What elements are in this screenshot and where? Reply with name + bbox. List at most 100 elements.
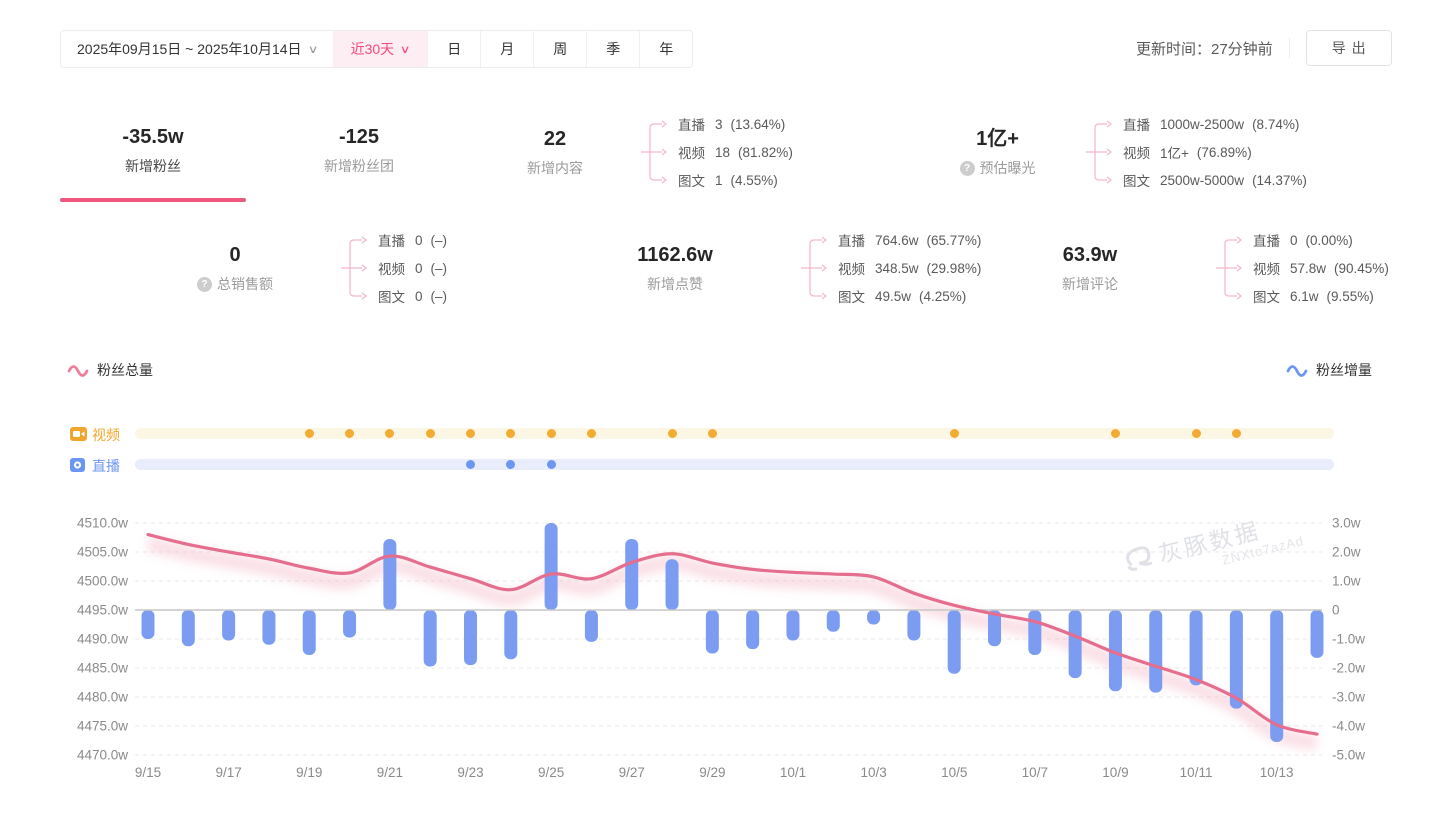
- svg-text:10/1: 10/1: [780, 765, 806, 780]
- stat-card-estimated-exposure[interactable]: 1亿+ ? 预估曝光 直播 1000w-2500w (8.74%) 视频 1亿+ (76…: [920, 106, 1307, 198]
- video-marker-dot[interactable]: [1191, 429, 1201, 438]
- svg-text:1.0w: 1.0w: [1332, 574, 1361, 589]
- video-marker-dot[interactable]: [506, 429, 516, 438]
- video-marker-dot[interactable]: [1110, 429, 1120, 438]
- svg-text:9/25: 9/25: [538, 765, 564, 780]
- quick-range-label: 近30天: [350, 41, 395, 57]
- svg-text:10/13: 10/13: [1260, 765, 1294, 780]
- live-marker-dot[interactable]: [465, 460, 475, 469]
- stat-label: 新增粉丝团: [324, 158, 394, 174]
- live-marker-dot[interactable]: [506, 460, 516, 469]
- svg-text:-5.0w: -5.0w: [1332, 748, 1365, 763]
- tab-month[interactable]: 月: [480, 31, 533, 67]
- svg-text:9/17: 9/17: [215, 765, 241, 780]
- svg-text:9/15: 9/15: [135, 765, 161, 780]
- live-marker-track: [135, 459, 1334, 470]
- live-marker-dot[interactable]: [546, 460, 556, 469]
- video-row-label: 视频: [92, 427, 120, 443]
- tab-year[interactable]: 年: [639, 31, 692, 67]
- video-marker-dot[interactable]: [385, 429, 395, 438]
- svg-text:4470.0w: 4470.0w: [77, 748, 128, 763]
- breakdown-row: 直播 764.6w (65.77%): [838, 232, 982, 250]
- stat-card-new-content[interactable]: 22 新增内容 直播 3 (13.64%) 视频 18 (81.82%) 图文 1 (4.5…: [480, 106, 793, 198]
- help-icon[interactable]: ?: [197, 276, 212, 292]
- stat-value: 1亿+: [976, 128, 1019, 150]
- video-marker-dot[interactable]: [1231, 429, 1241, 438]
- svg-text:10/7: 10/7: [1022, 765, 1048, 780]
- export-button[interactable]: 导出: [1305, 30, 1392, 66]
- video-marker-dot[interactable]: [586, 429, 596, 438]
- svg-text:4510.0w: 4510.0w: [77, 516, 128, 531]
- fans-chart-canvas[interactable]: 4510.0w 4505.0w 4500.0w 4495.0w 4490.0w 4485.…: [0, 500, 1432, 810]
- legend-label: 粉丝总量: [97, 362, 153, 378]
- tab-day[interactable]: 日: [427, 31, 480, 67]
- stat-card-new-fans[interactable]: -35.5w 新增粉丝: [60, 108, 246, 192]
- svg-text:4505.0w: 4505.0w: [77, 545, 128, 560]
- breakdown-row: 图文 2500w-5000w (14.37%): [1123, 172, 1307, 190]
- divider: [1288, 38, 1290, 58]
- breakdown-connector-icon: [1086, 120, 1112, 184]
- svg-text:-4.0w: -4.0w: [1332, 719, 1365, 734]
- stat-card-total-sales[interactable]: 0 ? 总销售额 直播 0 (–) 视频 0 (–) 图文 0 (–): [140, 222, 447, 314]
- date-range-text: 2025年09月15日 ~ 2025年10月14日: [77, 41, 302, 57]
- stat-label: 新增评论: [1062, 276, 1118, 292]
- stat-card-new-fan-club[interactable]: -125 新增粉丝团: [266, 108, 452, 192]
- video-marker-dot[interactable]: [345, 429, 355, 438]
- svg-text:4490.0w: 4490.0w: [77, 632, 128, 647]
- svg-text:10/11: 10/11: [1180, 765, 1213, 780]
- video-marker-row: 视频: [0, 426, 1432, 443]
- svg-text:2.0w: 2.0w: [1332, 545, 1361, 560]
- breakdown-row: 直播 0 (–): [378, 232, 448, 250]
- date-range-selector[interactable]: 2025年09月15日 ~ 2025年10月14日 ∨: [61, 31, 333, 67]
- video-marker-dot[interactable]: [546, 429, 556, 438]
- stat-label: 新增点赞: [647, 276, 703, 292]
- svg-text:4475.0w: 4475.0w: [77, 719, 128, 734]
- breakdown-connector-icon: [801, 236, 827, 300]
- tab-week[interactable]: 周: [533, 31, 586, 67]
- svg-text:10/3: 10/3: [860, 765, 886, 780]
- active-card-indicator: [60, 198, 246, 202]
- video-marker-track: [135, 428, 1334, 439]
- video-marker-dot[interactable]: [707, 429, 717, 438]
- breakdown-row: 视频 348.5w (29.98%): [838, 260, 982, 278]
- svg-text:4480.0w: 4480.0w: [77, 690, 128, 705]
- live-camera-icon: [70, 458, 85, 472]
- help-icon[interactable]: ?: [959, 160, 975, 176]
- legend-fans-delta[interactable]: 粉丝增量: [1285, 360, 1372, 380]
- live-row-label: 直播: [92, 458, 120, 474]
- legend-label: 粉丝增量: [1316, 362, 1372, 378]
- stat-value: 0: [229, 244, 241, 266]
- stat-label: 新增粉丝: [125, 158, 181, 174]
- update-time-text: 更新时间：27分钟前: [1136, 40, 1273, 58]
- stat-value: -35.5w: [122, 126, 184, 148]
- stat-label: ? 总销售额: [197, 274, 273, 294]
- video-marker-dot[interactable]: [425, 429, 435, 438]
- svg-text:-1.0w: -1.0w: [1332, 632, 1365, 647]
- svg-text:-2.0w: -2.0w: [1332, 661, 1365, 676]
- date-filter-group: 2025年09月15日 ~ 2025年10月14日 ∨ 近30天 ∨ 日 月 周…: [60, 30, 694, 68]
- stat-card-new-comments[interactable]: 63.9w 新增评论 直播 0 (0.00%) 视频 57.8w (90.45%) 图文…: [975, 222, 1389, 314]
- breakdown-connector-icon: [341, 236, 367, 300]
- fans-chart[interactable]: 4510.0w 4505.0w 4500.0w 4495.0w 4490.0w 4485.…: [0, 500, 1432, 810]
- svg-text:0: 0: [1332, 603, 1340, 618]
- svg-text:9/23: 9/23: [457, 765, 483, 780]
- video-marker-dot[interactable]: [304, 429, 314, 438]
- video-marker-dot[interactable]: [667, 429, 677, 438]
- header-right: 更新时间：27分钟前 导出: [1136, 30, 1392, 66]
- breakdown-connector-icon: [1216, 236, 1242, 300]
- legend-fans-total[interactable]: 粉丝总量: [66, 360, 153, 380]
- stat-card-new-likes[interactable]: 1162.6w 新增点赞 直播 764.6w (65.77%) 视频 348.5w (2…: [560, 222, 981, 314]
- quick-range-selector[interactable]: 近30天 ∨: [332, 31, 428, 67]
- live-marker-row: 直播: [0, 457, 1432, 474]
- svg-text:9/21: 9/21: [377, 765, 403, 780]
- pink-wave-icon: [67, 365, 89, 377]
- breakdown-row: 直播 1000w-2500w (8.74%): [1123, 116, 1300, 134]
- breakdown-row: 直播 0 (0.00%): [1253, 232, 1353, 250]
- breakdown-row: 图文 49.5w (4.25%): [838, 288, 967, 306]
- video-marker-dot[interactable]: [465, 429, 475, 438]
- tab-quarter[interactable]: 季: [586, 31, 639, 67]
- breakdown-row: 图文 1 (4.55%): [678, 172, 778, 190]
- video-camera-icon: [70, 427, 87, 441]
- video-marker-dot[interactable]: [949, 429, 959, 438]
- svg-text:9/27: 9/27: [619, 765, 645, 780]
